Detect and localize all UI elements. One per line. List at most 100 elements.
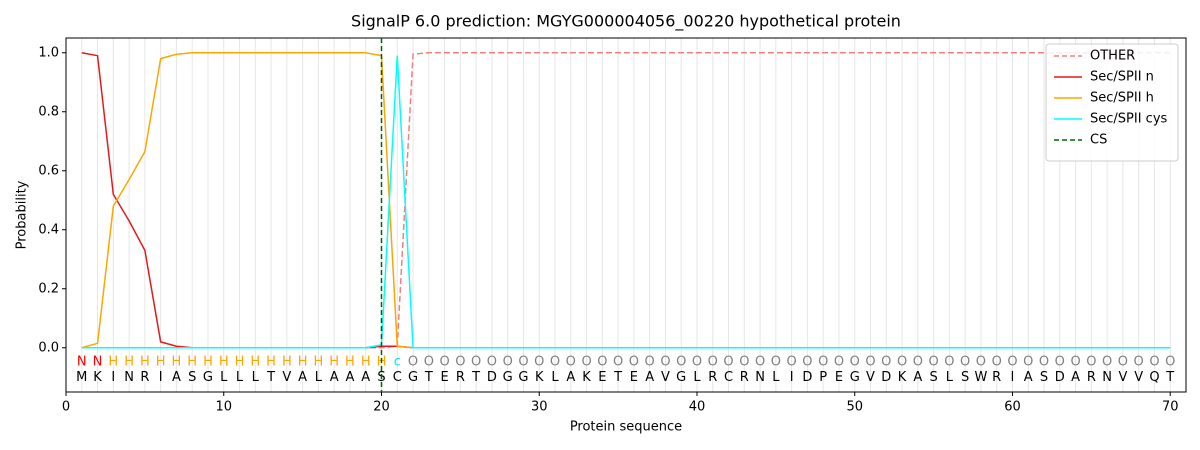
residue: A [913,370,922,385]
y-tick-label: 0.2 [38,281,59,296]
residue: G [503,370,513,385]
y-tick-label: 1.0 [38,45,59,60]
residue-label: c [394,354,401,369]
series-line [81,52,1171,349]
residue-label: O [424,354,434,369]
residue: A [345,370,354,385]
series-line [81,55,1171,349]
residue-label: O [850,354,860,369]
residue-label: H [172,354,182,369]
residue-label: O [550,354,560,369]
residue: T [1165,370,1174,385]
residue-label: O [708,354,718,369]
residue: L [693,370,701,385]
residue-label: O [439,354,449,369]
residue: L [252,370,260,385]
residue: N [1102,370,1112,385]
residue-label: O [645,354,655,369]
residue: K [582,370,591,385]
y-tick-label: 0.4 [38,222,59,237]
residue-label: O [897,354,907,369]
residue: T [471,370,480,385]
residue-label: O [944,354,954,369]
legend-label: OTHER [1090,49,1135,64]
residue: D [1055,370,1065,385]
residue-label: O [1149,354,1159,369]
residue-label: O [629,354,639,369]
residue: C [724,370,733,385]
residue: L [220,370,228,385]
legend-label: Sec/SPII cys [1090,112,1168,127]
residue: A [172,370,181,385]
residue: V [866,370,875,385]
residue: R [740,370,749,385]
residue: L [946,370,954,385]
residue: R [456,370,465,385]
residue-label: O [834,354,844,369]
residue: V [661,370,670,385]
residue: S [1040,370,1048,385]
x-tick-label: 50 [846,400,863,415]
residue: A [1071,370,1080,385]
x-tick-label: 0 [62,400,70,415]
residue-label: O [992,354,1002,369]
residue-label: O [597,354,607,369]
residue: A [361,370,370,385]
residue: A [645,370,654,385]
legend-label: CS [1090,133,1107,148]
residue-label: O [1134,354,1144,369]
x-tick-label: 20 [373,400,390,415]
residue-label: O [913,354,923,369]
residue: V [1134,370,1143,385]
residue: G [850,370,860,385]
residue: A [330,370,339,385]
residue: K [898,370,907,385]
residue-label: H [140,354,150,369]
residue: V [1118,370,1127,385]
residue-label: O [534,354,544,369]
y-tick-label: 0.8 [38,104,59,119]
residue: R [140,370,149,385]
residue-label: O [676,354,686,369]
x-tick-label: 30 [531,400,548,415]
residue: T [613,370,622,385]
residue: K [535,370,544,385]
y-tick-label: 0.0 [38,340,59,355]
residue: W [974,370,987,385]
residue: A [1024,370,1033,385]
residue: C [393,370,402,385]
residue: D [487,370,497,385]
residue-label: O [613,354,623,369]
residue: G [518,370,528,385]
residue-label: O [660,354,670,369]
legend-label: Sec/SPII h [1090,91,1154,106]
residue-label: O [566,354,576,369]
residue-label: O [692,354,702,369]
residue-label: O [471,354,481,369]
series-line [81,52,1171,349]
residue-label: H [250,354,260,369]
residue-label: H [108,354,118,369]
residue-label: H [314,354,324,369]
residue: E [630,370,638,385]
residue: A [298,370,307,385]
x-tick-label: 70 [1162,400,1179,415]
residue-label: H [156,354,166,369]
residue: L [551,370,559,385]
residue-label: H [235,354,245,369]
residue-label: O [802,354,812,369]
residue: G [408,370,418,385]
residue: S [929,370,937,385]
residue-label: O [1086,354,1096,369]
legend: OTHER Sec/SPII n Sec/SPII h Sec/SPII cys CS [1045,43,1179,162]
residue-label: O [1023,354,1033,369]
residue: E [835,370,843,385]
residue-label: O [1007,354,1017,369]
plot-frame [65,37,1187,393]
residue-label: O [503,354,513,369]
residue: S [188,370,196,385]
residue-label: O [818,354,828,369]
residue-label: O [928,354,938,369]
residue: R [1087,370,1096,385]
residue: D [802,370,812,385]
